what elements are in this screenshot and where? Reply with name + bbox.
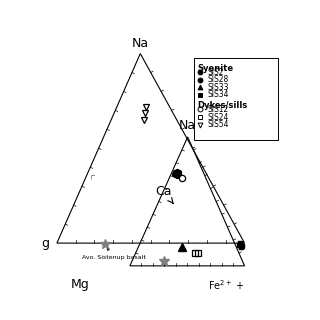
Text: SIS24: SIS24 [208, 113, 229, 122]
Text: Fe$^{2+}$ +: Fe$^{2+}$ + [208, 278, 244, 292]
Text: SIS28: SIS28 [208, 75, 229, 84]
Text: Mg: Mg [71, 278, 90, 291]
Text: SIS33: SIS33 [208, 83, 229, 92]
Text: Na: Na [132, 37, 149, 50]
FancyBboxPatch shape [194, 58, 278, 140]
Text: Dykes/sills: Dykes/sills [197, 100, 247, 109]
Text: SIS54: SIS54 [208, 120, 229, 129]
Text: Avo. Sistenup basalt: Avo. Sistenup basalt [82, 248, 145, 260]
Text: ⌜: ⌜ [90, 176, 96, 189]
Text: SIS12: SIS12 [208, 105, 229, 114]
Text: SIS34: SIS34 [208, 90, 229, 100]
Text: Ca: Ca [156, 185, 173, 204]
Text: Na: Na [179, 119, 196, 132]
Text: g: g [41, 236, 49, 250]
Text: Syenite: Syenite [197, 64, 233, 73]
Text: SIS2: SIS2 [208, 68, 224, 76]
